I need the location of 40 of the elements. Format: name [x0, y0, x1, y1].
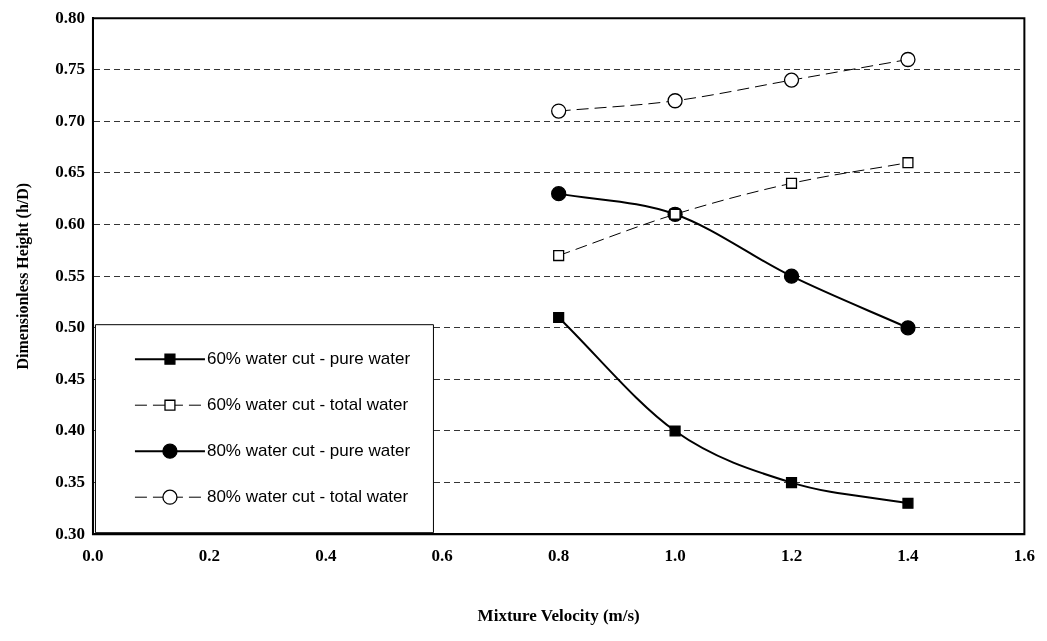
x-tick-label: 0.6: [431, 545, 453, 565]
y-tick-label: 0.60: [55, 213, 85, 233]
point: [551, 185, 567, 202]
x-axis-title: Mixture Velocity (m/s): [477, 606, 640, 626]
point: [667, 93, 683, 109]
point: [783, 268, 800, 284]
point: [900, 320, 916, 336]
y-tick-label: 0.70: [55, 110, 85, 130]
x-tick-label: 1.0: [664, 545, 686, 565]
point: [785, 177, 798, 189]
y-axis-title: Dimensionless Height (h/D): [13, 182, 32, 370]
point: [551, 103, 567, 119]
y-tick-label: 0.65: [55, 162, 85, 182]
y-tick-label: 0.40: [55, 420, 85, 440]
y-tick-label: 0.55: [55, 265, 85, 285]
x-tick-label: 0.0: [82, 545, 104, 565]
point: [669, 425, 681, 437]
point: [900, 51, 916, 68]
y-tick-label: 0.50: [55, 317, 85, 337]
point: [902, 497, 914, 509]
point: [785, 477, 798, 489]
legend-label: 80% water cut - pure water: [206, 440, 411, 460]
x-tick-label: 0.8: [548, 545, 570, 565]
legend-label: 60% water cut - total water: [206, 394, 409, 414]
y-tick-label: 0.35: [55, 471, 85, 491]
x-tick-label: 0.4: [315, 545, 337, 565]
y-tick-label: 0.75: [55, 59, 85, 79]
x-tick-label: 1.2: [780, 545, 803, 565]
y-tick-label: 0.80: [55, 7, 85, 27]
x-tick-label: 0.2: [198, 545, 220, 565]
point: [553, 249, 565, 262]
legend-label: 80% water cut - total water: [206, 486, 409, 506]
point: [553, 311, 565, 324]
x-tick-label: 1.6: [1013, 545, 1035, 565]
y-tick-label: 0.45: [55, 368, 85, 388]
point: [902, 157, 914, 169]
x-tick-label: 1.4: [897, 545, 920, 565]
point: [783, 72, 800, 88]
legend-label: 60% water cut - pure water: [206, 348, 411, 368]
y-tick-label: 0.30: [55, 523, 85, 543]
